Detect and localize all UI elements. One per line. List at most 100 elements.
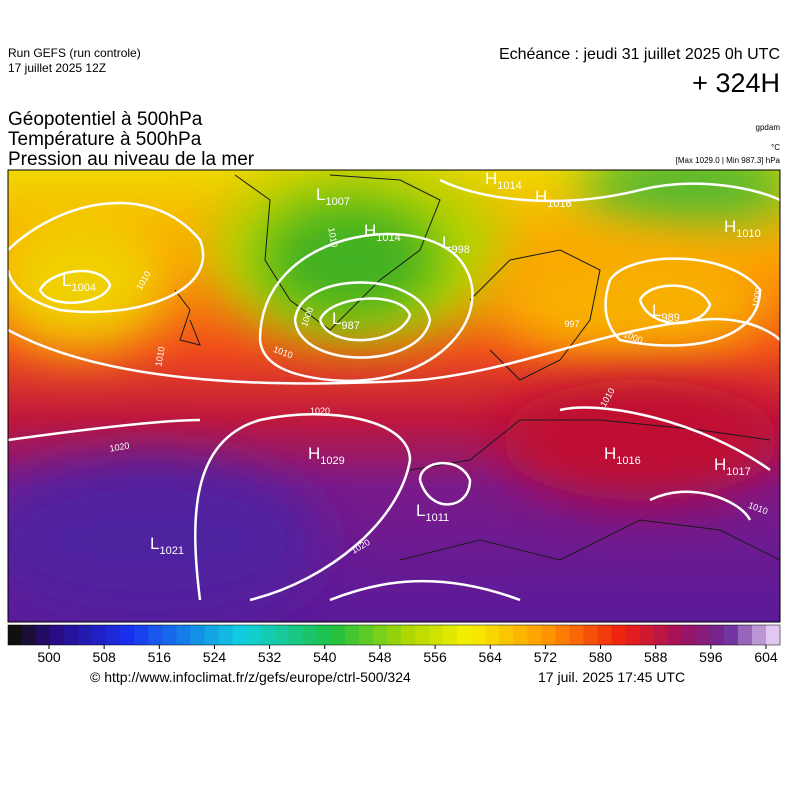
colorbar-swatch [471, 625, 486, 645]
colorbar-tick-label: 500 [37, 649, 61, 665]
unit: gpdam [755, 123, 780, 132]
colorbar-swatch [737, 625, 753, 645]
center-value: 1014 [376, 232, 400, 244]
colorbar-tick-label: 604 [754, 649, 778, 665]
colorbar-frame [7, 624, 781, 646]
center-value: 987 [341, 320, 359, 332]
colorbar-swatch [204, 625, 220, 645]
colorbar-swatch [527, 625, 542, 645]
field [8, 170, 780, 622]
pressure-center: L998 [442, 233, 470, 256]
colorbar-swatch [36, 625, 51, 645]
colorbar-swatch [148, 625, 163, 645]
colorbar-swatch [751, 625, 767, 645]
colorbar-swatch [415, 625, 430, 645]
colorbar-swatch [639, 625, 655, 645]
colorbar-swatch [386, 625, 402, 645]
isobar-label: 1020 [109, 440, 130, 453]
lead-time: + 324H [692, 68, 780, 98]
colorbar-tick-label: 580 [589, 649, 613, 665]
pressure-center: L1007 [316, 185, 350, 208]
center-value: 1014 [497, 180, 521, 192]
center-value: 1007 [325, 196, 349, 208]
center-letter: H [724, 217, 736, 236]
colorbar-swatch [765, 625, 781, 645]
colorbar-swatch [92, 625, 107, 645]
pressure-center: L987 [332, 309, 360, 332]
run: Run GEFS (run controle) [8, 46, 141, 60]
colorbar-tick-label: 596 [699, 649, 723, 665]
center-letter: L [442, 233, 451, 252]
colorbar-swatch [232, 625, 248, 645]
pressure-center: H1029 [308, 444, 345, 467]
run-date: 17 juillet 2025 12Z [8, 61, 107, 75]
colorbar-swatch [443, 625, 458, 645]
center-letter: H [485, 169, 497, 188]
colorbar-swatch [401, 625, 416, 645]
colorbar-tick-label: 516 [148, 649, 172, 665]
colorbar-swatch [709, 625, 725, 645]
center-letter: L [62, 271, 71, 290]
center-value: 998 [451, 244, 469, 256]
colorbar-swatch [274, 625, 290, 645]
pressure-center: L989 [652, 301, 680, 324]
colorbar-swatch [597, 625, 613, 645]
colorbar-tick-label: 540 [313, 649, 337, 665]
pressure-center: H1014 [485, 169, 522, 192]
isobar-label: 1020 [310, 406, 330, 416]
colorbar-swatch [162, 625, 177, 645]
colorbar-swatch [288, 625, 304, 645]
center-value: 1004 [71, 282, 95, 294]
colorbar-swatch [246, 625, 262, 645]
colorbar-tick-label: 588 [644, 649, 668, 665]
colorbar-swatch [611, 625, 627, 645]
colorbar-swatch [344, 625, 360, 645]
pressure-center: H1016 [604, 444, 641, 467]
pressure-center: H1016 [535, 187, 572, 210]
center-letter: L [416, 501, 425, 520]
colorbar-swatch [372, 625, 388, 645]
colorbar-swatch [667, 625, 683, 645]
isobar-label: 1010 [326, 227, 339, 248]
pressure-center: H1010 [724, 217, 761, 240]
colorbar-swatch [218, 625, 234, 645]
colorbar-swatch [330, 625, 346, 645]
colorbar-swatch [8, 625, 23, 645]
pressure-center: H1014 [364, 221, 401, 244]
center-letter: H [364, 221, 376, 240]
center-value: 1029 [320, 455, 344, 467]
center-value: 1011 [425, 512, 449, 524]
colorbar-swatch [555, 625, 570, 645]
unit: °C [771, 143, 780, 152]
colorbar-tick-label: 572 [534, 649, 558, 665]
colorbar-swatch [457, 625, 472, 645]
colorbar-swatch [302, 625, 318, 645]
colorbar-tick-label: 532 [258, 649, 282, 665]
pressure-center: L1021 [150, 534, 184, 557]
timestamp: 17 juil. 2025 17:45 UTC [538, 669, 686, 685]
center-value: 1016 [547, 198, 571, 210]
colorbar-swatch [513, 625, 528, 645]
colorbar-tick-label: 508 [92, 649, 116, 665]
title: Pression au niveau de la mer [8, 149, 255, 170]
colorbar-swatch [723, 625, 739, 645]
colorbar-swatch [625, 625, 641, 645]
center-letter: H [535, 187, 547, 206]
colorbar-swatch [485, 625, 500, 645]
colorbar-swatch [176, 625, 191, 645]
title: Géopotentiel à 500hPa [8, 109, 203, 130]
center-value: 1010 [736, 228, 760, 240]
colorbar-swatch [190, 625, 206, 645]
center-letter: H [714, 455, 726, 474]
center-value: 1021 [159, 545, 183, 557]
colorbar-swatch [134, 625, 149, 645]
colorbar-swatch [653, 625, 669, 645]
colorbar-tick-label: 564 [479, 649, 503, 665]
pressure-center: L1011 [416, 501, 449, 524]
colorbar-swatch [499, 625, 514, 645]
center-letter: L [316, 185, 325, 204]
center-letter: H [308, 444, 320, 463]
colorbar-swatch [316, 625, 332, 645]
